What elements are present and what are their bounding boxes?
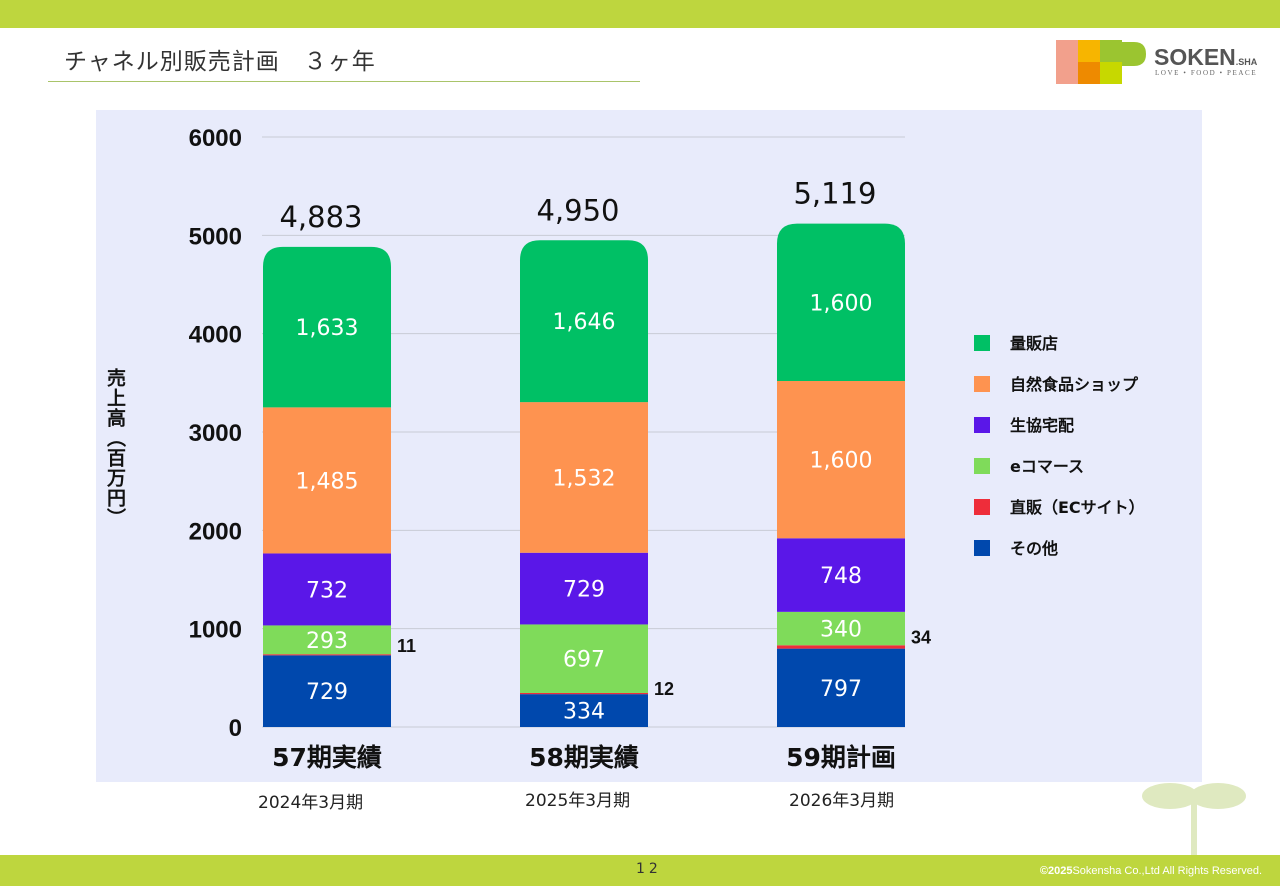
legend-label: 量販店	[1010, 334, 1058, 353]
data-label: 1,646	[553, 310, 616, 335]
data-label: 1,532	[553, 466, 616, 491]
data-label: 340	[820, 618, 862, 643]
data-label: 293	[306, 629, 348, 654]
bar-segment	[263, 654, 391, 656]
bar-segment	[263, 553, 391, 626]
data-label: 34	[911, 627, 931, 647]
bar-segment	[520, 552, 648, 625]
title-divider	[48, 81, 640, 82]
legend-label: 直販（ECサイト）	[1010, 498, 1145, 517]
bar-segment	[777, 223, 905, 381]
data-label: 11	[397, 636, 416, 656]
y-tick-label: 1000	[189, 617, 242, 644]
copyright-notice: ©2025Sokensha Co.,Ltd All Rights Reserve…	[1039, 865, 1262, 877]
legend-swatch	[974, 335, 990, 351]
bar-segment	[263, 655, 391, 727]
sprout-decoration-icon	[1142, 783, 1246, 855]
data-label: 1,600	[810, 449, 873, 474]
bar-segment	[263, 625, 391, 655]
legend-label: その他	[1010, 539, 1058, 558]
legend-label: 自然食品ショップ	[1010, 375, 1139, 394]
data-label: 1,633	[296, 316, 359, 341]
y-tick-label: 2000	[189, 518, 242, 545]
y-tick-label: 3000	[189, 420, 242, 447]
page-title: チャネル別販売計画 ３ヶ年	[64, 49, 376, 75]
data-label: 732	[306, 578, 348, 603]
y-axis-label: 売上高（百万円）	[104, 367, 127, 528]
bar-segment	[263, 246, 391, 408]
logo-tagline: LOVE • FOOD • PEACE	[1155, 69, 1258, 77]
y-tick-label: 5000	[189, 223, 242, 250]
period-label-58: 2025年3月期	[525, 791, 631, 811]
data-label: 334	[563, 700, 605, 725]
total-label: 4,883	[279, 200, 362, 234]
logo-mark-icon	[1056, 40, 1146, 84]
bar-segment	[777, 380, 905, 539]
bar-segment	[777, 611, 905, 646]
legend-swatch	[974, 376, 990, 392]
period-label-59: 2026年3月期	[789, 791, 895, 811]
period-label-57: 2024年3月期	[258, 793, 364, 813]
legend-swatch	[974, 417, 990, 433]
data-label: 748	[820, 564, 862, 589]
data-label: 729	[563, 578, 605, 603]
legend-label: eコマース	[1010, 457, 1084, 476]
bar-segment	[520, 240, 648, 403]
bar-segment	[520, 402, 648, 553]
x-tick-label: 58期実績	[529, 743, 639, 772]
legend-swatch	[974, 458, 990, 474]
bar-segment	[520, 624, 648, 693]
page-number: 12	[636, 861, 662, 877]
y-tick-label: 6000	[189, 125, 242, 152]
y-tick-label: 4000	[189, 322, 242, 349]
total-label: 5,119	[793, 177, 876, 211]
bar-segment	[520, 692, 648, 695]
data-label: 12	[654, 679, 674, 699]
bar-segment	[777, 648, 905, 727]
top-accent-bar	[0, 0, 1280, 28]
company-logo: SOKEN.SHA LOVE • FOOD • PEACE	[1056, 40, 1270, 84]
bar-segment	[520, 694, 648, 727]
legend-label: 生協宅配	[1010, 416, 1074, 435]
bottom-accent-bar	[0, 855, 1280, 886]
data-label: 1,600	[810, 291, 873, 316]
data-label: 1,485	[296, 469, 359, 494]
y-tick-label: 0	[229, 715, 242, 742]
bar-segment	[777, 645, 905, 649]
x-tick-label: 57期実績	[272, 743, 382, 772]
total-label: 4,950	[536, 193, 619, 227]
bar-segment	[777, 538, 905, 612]
data-label: 697	[563, 648, 605, 673]
logo-wordmark: SOKEN.SHA	[1154, 44, 1258, 70]
legend-swatch	[974, 540, 990, 556]
legend-swatch	[974, 499, 990, 515]
bar-segment	[263, 407, 391, 554]
data-label: 797	[820, 677, 862, 702]
x-tick-label: 59期計画	[786, 743, 896, 772]
data-label: 729	[306, 680, 348, 705]
